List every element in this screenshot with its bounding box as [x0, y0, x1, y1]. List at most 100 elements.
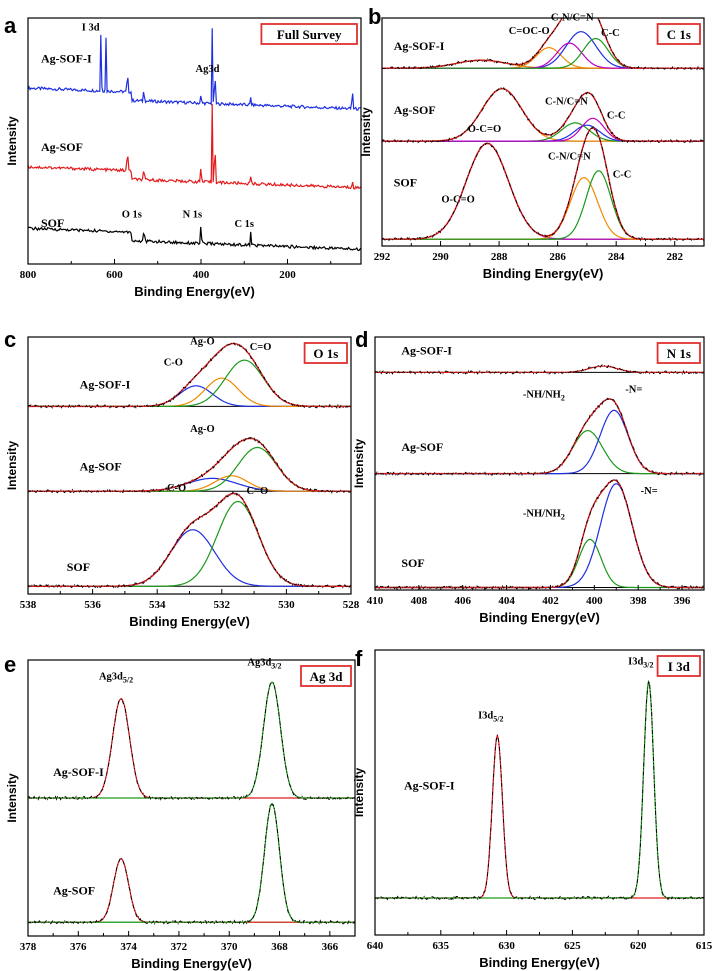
y-axis-label-c: Intensity: [5, 441, 19, 491]
element-box-label-c: O 1s: [313, 346, 338, 361]
peak-annotation: C=O: [509, 26, 531, 37]
element-box-a: [260, 23, 358, 45]
y-axis-label-d: Intensity: [352, 439, 366, 489]
component-sof-1: [382, 176, 704, 240]
peak-annotation: C-N/C=N: [548, 151, 591, 162]
peak-annotation: C 1s: [234, 219, 254, 230]
plot-area-b: [382, 18, 704, 242]
sample-label: Ag-SOF: [394, 103, 436, 117]
x-axis-label-c: Binding Energy(eV): [129, 614, 250, 629]
x-tick-label: 600: [106, 269, 123, 281]
axes-frame-d: [374, 336, 705, 591]
panel-letter-f: f: [355, 646, 363, 671]
x-tick-label: 640: [367, 940, 384, 952]
plot-area-f: [375, 679, 704, 901]
panel-letter-c: c: [4, 327, 16, 352]
panel-letter-b: b: [368, 4, 381, 29]
x-tick-label: 536: [84, 599, 101, 611]
x-tick-label: 396: [674, 595, 691, 607]
element-box-c: [303, 342, 348, 364]
element-box-label-b: C 1s: [667, 27, 691, 42]
axes-frame-e: [27, 659, 356, 937]
x-tick-label: 534: [149, 599, 166, 611]
y-axis-label-a: Intensity: [5, 116, 19, 166]
envelope-ag-sof-i: [28, 342, 351, 408]
peak-annotation: Ag3d3/2: [247, 658, 281, 671]
component-ag-sof-i-1: [28, 681, 355, 799]
peak-annotation: Ag3d: [196, 64, 220, 75]
plot-area-e: [28, 681, 355, 926]
sample-label: SOF: [67, 560, 90, 574]
x-axis-label-b: Binding Energy(eV): [483, 266, 604, 281]
peak-annotation: C-O: [164, 357, 183, 368]
peak-annotation: -NH/NH2: [523, 390, 565, 403]
peak-annotation: -N=: [641, 486, 658, 497]
plot-area-a: [28, 28, 361, 252]
plot-area-c: [28, 341, 351, 589]
experimental-ag-sof: [382, 86, 704, 144]
component-ag-sof-2: [28, 446, 351, 492]
element-box-label-d: N 1s: [667, 346, 691, 361]
sample-label: Ag-SOF-I: [80, 377, 131, 391]
experimental-ag-sof-i: [28, 341, 351, 409]
sample-label: Ag-SOF: [80, 460, 122, 474]
experimental-ag-sof-i: [382, 18, 704, 71]
peak-annotation: C-O: [530, 26, 549, 37]
peak-annotation: C-N/C=N: [551, 12, 594, 23]
component-ag-sof-i-0: [375, 365, 704, 373]
survey-line-ag-sof: [28, 103, 361, 190]
experimental-sof: [382, 125, 704, 242]
axes-frame-b: [381, 17, 705, 247]
component-sof-0: [382, 142, 704, 240]
peak-annotation: O-C=O: [441, 195, 474, 206]
axes-frame-a: [27, 17, 362, 265]
sample-label: Ag-SOF-I: [404, 779, 455, 793]
peak-annotation: O 1s: [122, 209, 142, 220]
experimental-ag-sof: [28, 436, 351, 494]
x-tick-label: 288: [491, 251, 508, 263]
x-tick-label: 284: [608, 251, 625, 263]
survey-line-sof: [28, 226, 361, 252]
experimental-ag-sof: [28, 803, 355, 926]
panel-letter-a: a: [4, 13, 17, 38]
x-tick-label: 290: [432, 251, 449, 263]
x-tick-label: 400: [586, 595, 603, 607]
x-tick-label: 374: [120, 941, 137, 953]
sample-label: Ag-SOF: [401, 440, 443, 454]
experimental-sof: [28, 491, 351, 589]
experimental-ag-sof-i: [375, 680, 704, 901]
peak-annotation: O-C=O: [468, 124, 501, 135]
x-tick-label: 635: [433, 940, 450, 952]
x-tick-label: 292: [374, 251, 391, 263]
x-tick-label: 200: [279, 269, 296, 281]
component-ag-sof-3: [382, 117, 704, 142]
sample-label: SOF: [41, 216, 64, 230]
element-box-b: [656, 23, 701, 45]
sample-label: Ag-SOF-I: [401, 344, 452, 358]
x-axis-label-e: Binding Energy(eV): [131, 956, 252, 971]
sample-label: Ag-SOF-I: [41, 51, 92, 65]
component-sof-0: [28, 529, 351, 587]
panel-f: f 640 635 630 625 620 615 Binding Energy(eV) Int…: [352, 646, 713, 970]
sample-label: SOF: [394, 176, 417, 190]
x-tick-label: 286: [549, 251, 566, 263]
peak-annotation: -NH/NH2: [523, 509, 565, 522]
panel-d: d 410 408 406 404 402 400 398 396 Binding Energy(…: [352, 327, 705, 625]
experimental-ag-sof: [375, 397, 704, 477]
peak-annotation: Ag3d5/2: [99, 671, 133, 684]
plot-area-d: [375, 364, 704, 590]
peak-annotation: C-N/C=N: [545, 97, 588, 108]
panel-e: e 378 376 374 372 370 368 366 Binding Energy(eV)…: [4, 652, 356, 971]
element-box-f: [656, 655, 701, 677]
envelope-sof: [382, 127, 704, 240]
x-tick-label: 410: [367, 595, 384, 607]
x-tick-label: 408: [411, 595, 428, 607]
x-tick-label: 530: [278, 599, 295, 611]
x-tick-label: 406: [454, 595, 471, 607]
x-tick-label: 625: [564, 940, 581, 952]
x-tick-label: 528: [343, 599, 360, 611]
component-sof-2: [382, 170, 704, 240]
component-ag-sof-1: [382, 122, 704, 142]
panel-letter-e: e: [4, 652, 16, 677]
